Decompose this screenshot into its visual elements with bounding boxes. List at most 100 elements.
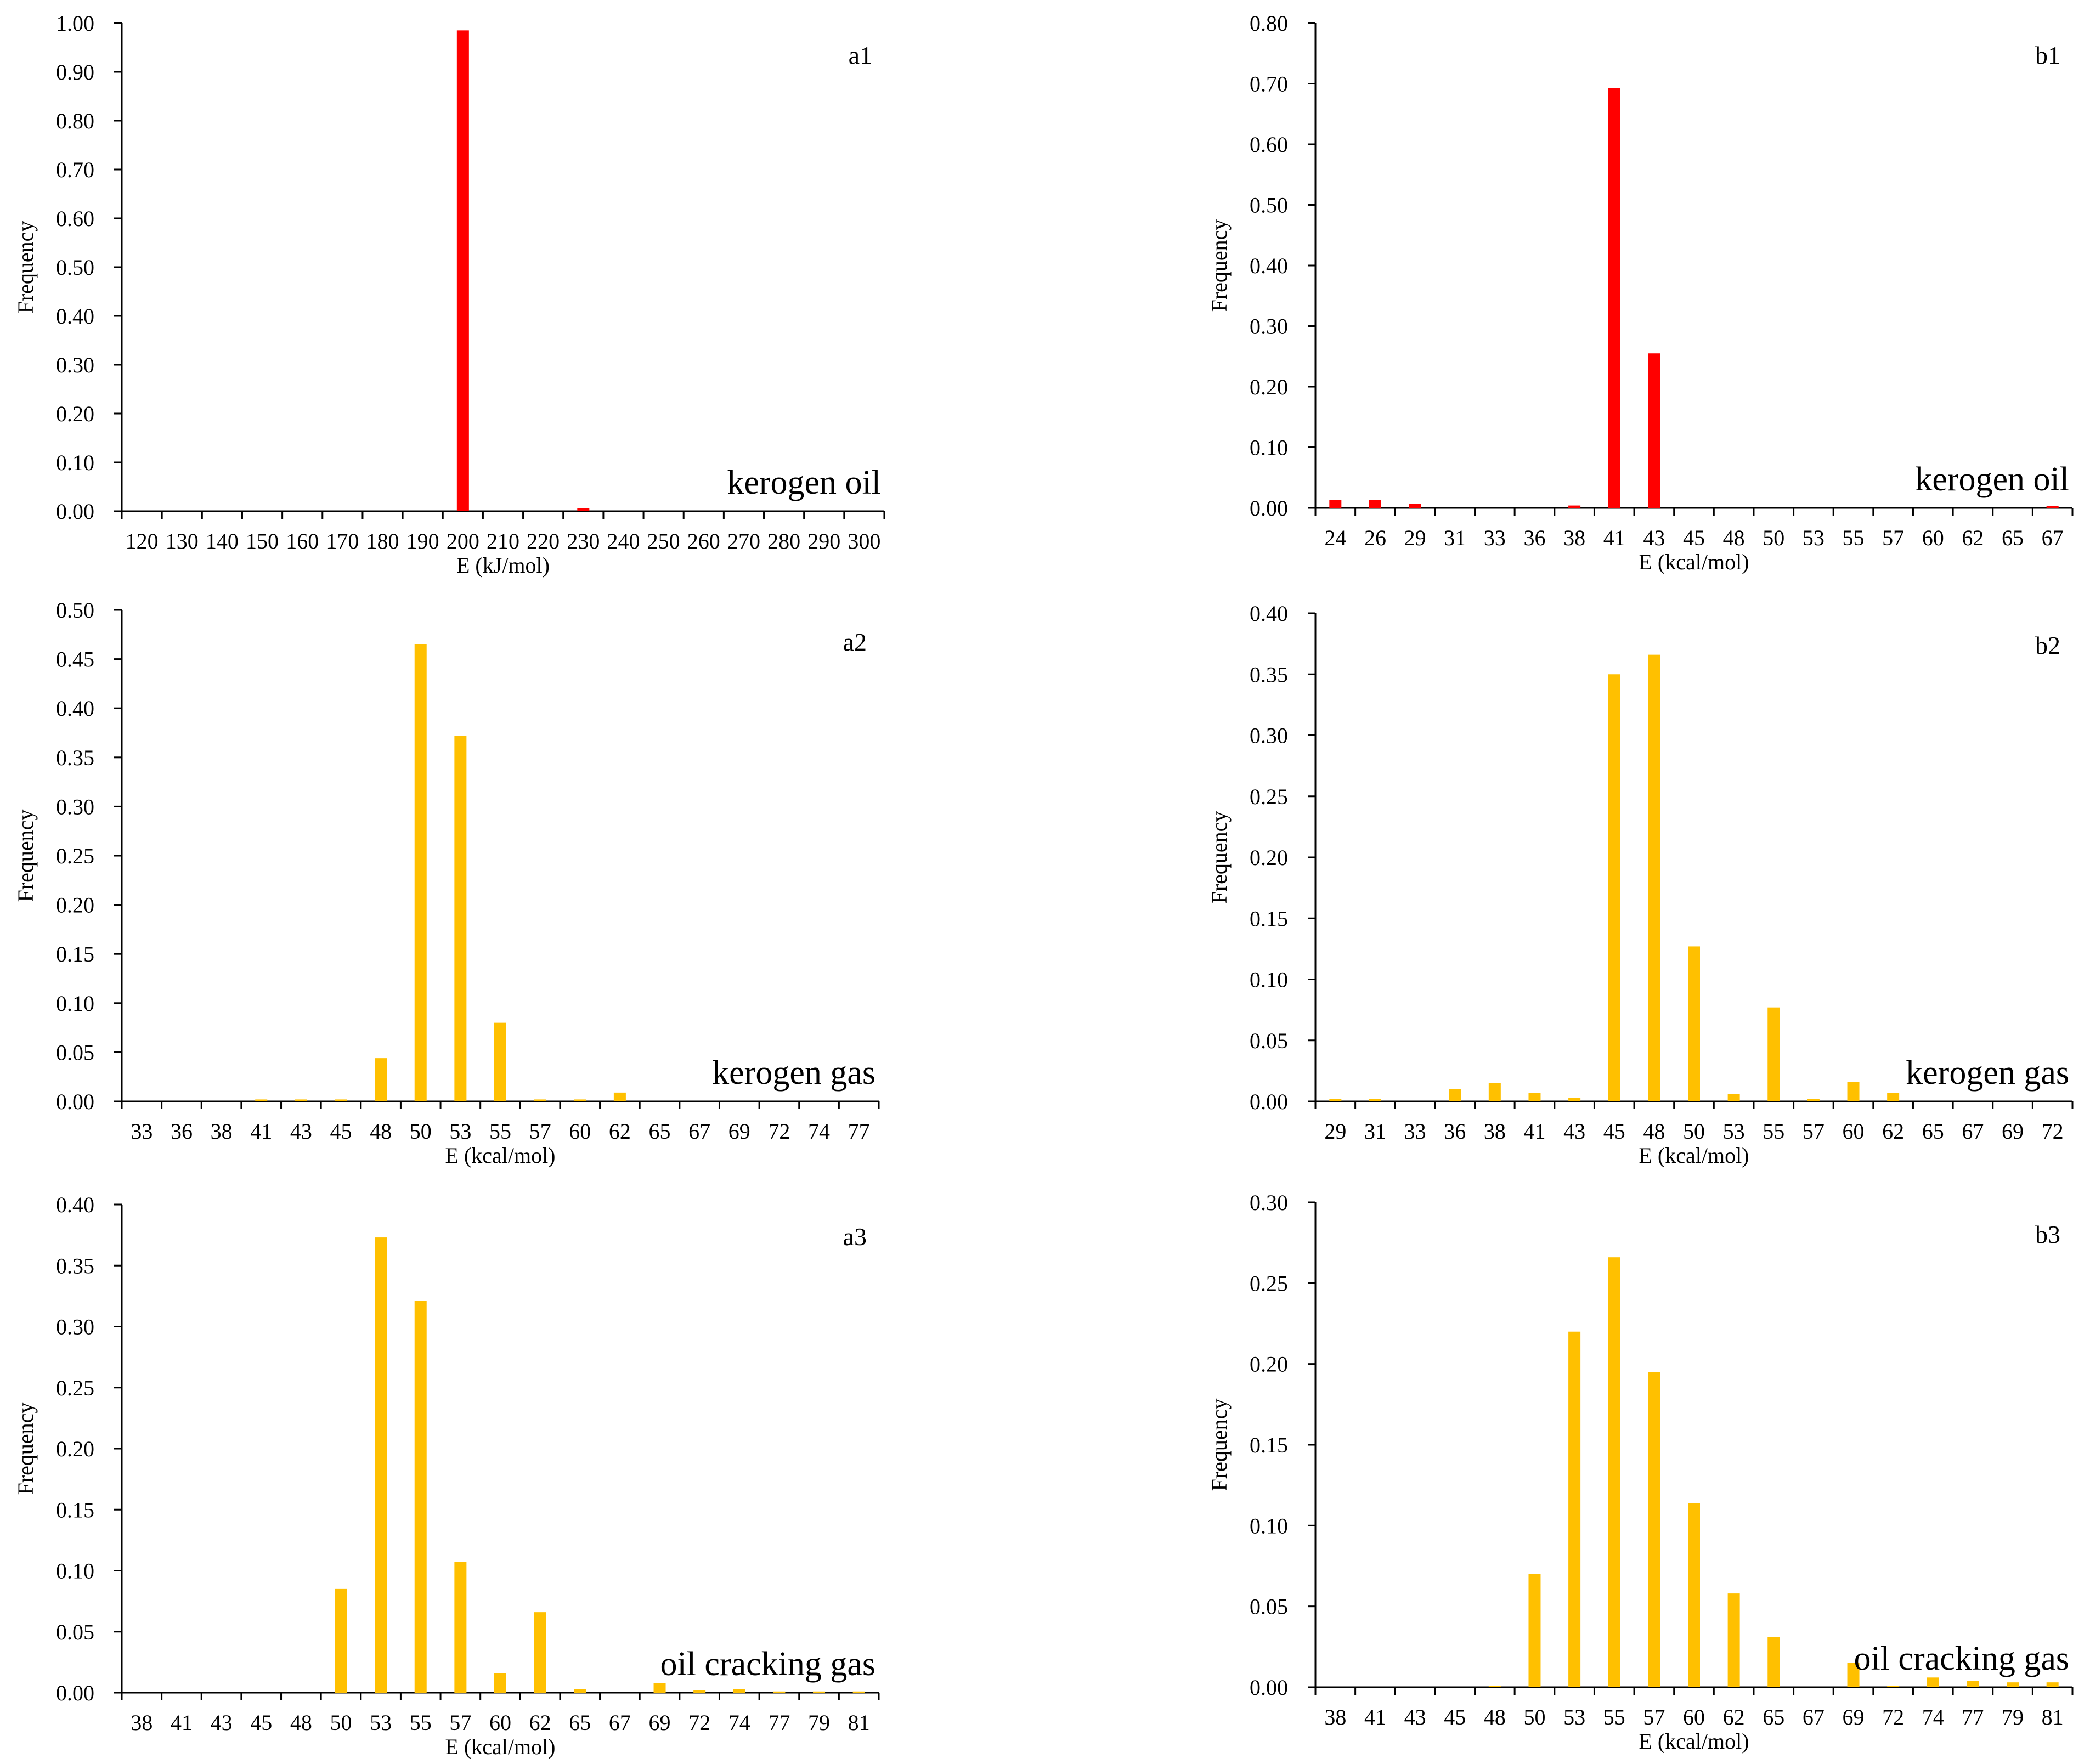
x-tick-label: 55 — [1603, 1705, 1625, 1729]
x-tick-label: 53 — [449, 1119, 471, 1144]
y-tick-label: 0.20 — [1250, 845, 1288, 870]
y-tick-label: 0.30 — [56, 353, 94, 377]
panel-label: b1 — [2035, 41, 2060, 69]
y-tick-label: 0.15 — [1250, 906, 1288, 931]
bar-b2-50 — [1688, 946, 1700, 1101]
bar-b3-72 — [1887, 1686, 1900, 1687]
x-tick-label: 48 — [1484, 1705, 1506, 1729]
x-tick-label: 160 — [286, 529, 319, 553]
x-tick-label: 77 — [848, 1119, 870, 1144]
bar-a3-62 — [534, 1612, 546, 1693]
series-label: oil cracking gas — [660, 1646, 875, 1683]
x-tick-label: 53 — [370, 1710, 392, 1735]
y-tick-label: 0.40 — [56, 696, 94, 721]
bar-b2-45 — [1608, 674, 1620, 1101]
bar-a2-41 — [255, 1099, 268, 1101]
bar-b3-48 — [1488, 1686, 1501, 1687]
x-tick-label: 29 — [1324, 1119, 1346, 1144]
x-tick-label: 72 — [768, 1119, 790, 1144]
x-tick-label: 43 — [1404, 1705, 1426, 1729]
x-tick-label: 74 — [728, 1710, 750, 1735]
x-tick-label: 72 — [2042, 1119, 2064, 1144]
bar-a2-57 — [534, 1099, 546, 1101]
x-tick-label: 41 — [1364, 1705, 1386, 1729]
y-tick-label: 0.30 — [1250, 314, 1288, 339]
bar-a3-77 — [773, 1691, 786, 1693]
y-tick-label: 0.30 — [1250, 1190, 1288, 1215]
x-tick-label: 43 — [1563, 1119, 1585, 1144]
y-tick-label: 0.50 — [1250, 193, 1288, 218]
y-axis-title: Frequency — [13, 221, 38, 314]
x-tick-label: 48 — [290, 1710, 312, 1735]
x-tick-label: 45 — [250, 1710, 272, 1735]
y-tick-label: 0.40 — [1250, 253, 1288, 278]
series-label: kerogen oil — [727, 464, 881, 501]
chart-panel-b1: 0.00 0.10 0.20 0.30 0.40 0.50 0.60 0.70 0.80 24 26… — [1207, 11, 2074, 574]
x-tick-label: 79 — [2002, 1705, 2024, 1729]
x-tick-label: 57 — [1803, 1119, 1824, 1144]
y-tick-label: 0.80 — [1250, 11, 1288, 36]
bar-b1-43 — [1648, 353, 1660, 508]
y-tick-label: 0.00 — [1250, 496, 1288, 521]
x-tick-label: 300 — [848, 529, 880, 553]
x-tick-label: 60 — [1683, 1705, 1705, 1729]
y-tick-label: 0.25 — [1250, 1271, 1288, 1296]
x-tick-label: 67 — [1962, 1119, 1984, 1144]
x-tick-label: 38 — [1484, 1119, 1506, 1144]
x-tick-label: 81 — [848, 1710, 870, 1735]
y-tick-label: 0.00 — [56, 1681, 94, 1705]
x-tick-label: 69 — [1843, 1705, 1865, 1729]
bar-a3-55 — [414, 1301, 427, 1693]
y-axis-title: Frequency — [1207, 219, 1232, 312]
y-tick-label: 0.05 — [56, 1040, 94, 1065]
y-axis-title: Frequency — [13, 1403, 38, 1495]
panel-label: b3 — [2035, 1220, 2060, 1248]
x-tick-label: 38 — [131, 1710, 152, 1735]
y-tick-label: 0.30 — [56, 1315, 94, 1339]
x-tick-label: 31 — [1444, 525, 1466, 550]
panel-label: a1 — [849, 41, 872, 69]
y-tick-label: 0.35 — [1250, 662, 1288, 687]
panel-label: a2 — [843, 628, 867, 656]
x-tick-label: 140 — [206, 529, 239, 553]
series-label: kerogen gas — [712, 1054, 875, 1092]
y-tick-label: 0.70 — [1250, 72, 1288, 97]
x-axis-title: E (kcal/mol) — [1639, 1729, 1749, 1754]
x-tick-label: 36 — [1444, 1119, 1466, 1144]
bar-b2-29 — [1329, 1099, 1342, 1101]
bar-b3-69 — [1847, 1663, 1860, 1687]
y-tick-label: 1.00 — [56, 11, 94, 36]
x-tick-label: 50 — [1763, 525, 1784, 550]
x-axis-title: E (kcal/mol) — [1639, 1143, 1749, 1168]
y-tick-label: 0.20 — [56, 1437, 94, 1461]
bar-a3-50 — [335, 1588, 347, 1693]
x-tick-label: 230 — [567, 529, 600, 553]
x-tick-label: 74 — [808, 1119, 830, 1144]
bar-b2-43 — [1568, 1098, 1581, 1101]
x-tick-label: 65 — [1763, 1705, 1784, 1729]
y-tick-label: 0.30 — [1250, 723, 1288, 748]
x-tick-label: 55 — [410, 1710, 432, 1735]
bar-b1-24 — [1329, 500, 1342, 508]
y-axis-title: Frequency — [1207, 1399, 1232, 1491]
x-tick-label: 57 — [1643, 1705, 1665, 1729]
x-tick-label: 150 — [246, 529, 279, 553]
x-tick-label: 120 — [126, 529, 159, 553]
x-tick-label: 50 — [410, 1119, 432, 1144]
series-label: kerogen oil — [1915, 461, 2069, 498]
bar-b3-65 — [1767, 1637, 1780, 1687]
y-tick-label: 0.00 — [1250, 1089, 1288, 1114]
y-tick-label: 0.45 — [56, 647, 94, 672]
x-tick-label: 57 — [449, 1710, 471, 1735]
x-tick-label: 280 — [767, 529, 800, 553]
x-tick-label: 65 — [569, 1710, 591, 1735]
y-tick-label: 0.30 — [56, 794, 94, 819]
y-tick-label: 0.70 — [56, 157, 94, 182]
x-tick-label: 67 — [1803, 1705, 1824, 1729]
y-tick-label: 0.20 — [56, 893, 94, 918]
x-tick-label: 62 — [529, 1710, 551, 1735]
x-tick-label: 41 — [171, 1710, 193, 1735]
x-tick-label: 55 — [489, 1119, 511, 1144]
y-tick-label: 0.60 — [1250, 132, 1288, 157]
x-tick-label: 29 — [1404, 525, 1426, 550]
